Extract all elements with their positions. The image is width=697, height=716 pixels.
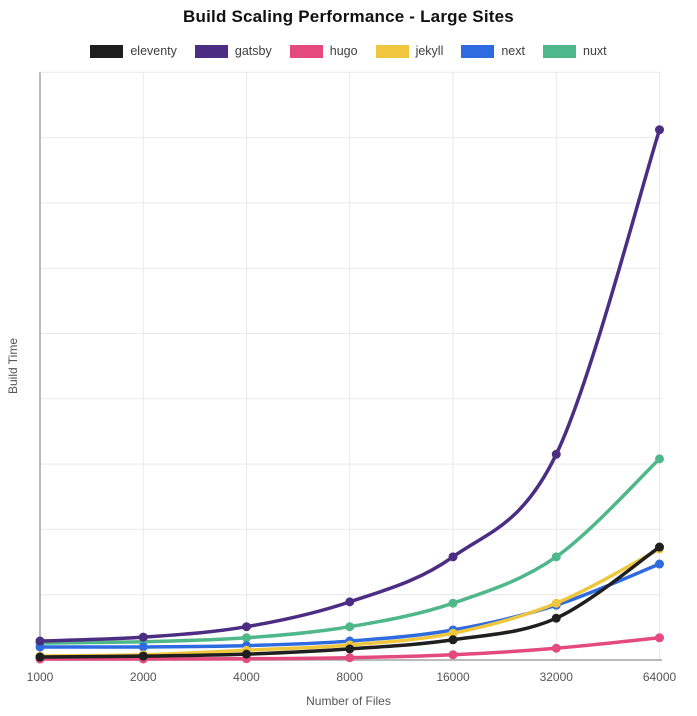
series-point-eleventy xyxy=(242,649,251,659)
series-point-eleventy xyxy=(655,542,664,552)
series-point-gatsby xyxy=(551,449,561,459)
legend-swatch-next xyxy=(461,44,495,58)
legend-label: jekyll xyxy=(415,44,444,58)
x-axis-label: Number of Files xyxy=(306,694,391,708)
legend-label: eleventy xyxy=(130,44,177,58)
series-point-hugo xyxy=(345,653,355,663)
series-point-hugo xyxy=(551,643,561,653)
series-point-next xyxy=(655,559,664,569)
legend-item-hugo[interactable]: hugo xyxy=(289,44,358,58)
series-point-nuxt xyxy=(655,454,664,464)
legend-swatch-gatsby xyxy=(194,44,228,58)
series-point-hugo xyxy=(448,650,458,660)
legend-item-eleventy[interactable]: eleventy xyxy=(90,44,177,58)
x-tick-label: 16000 xyxy=(436,670,470,684)
x-tick-label: 4000 xyxy=(233,670,260,684)
x-tick-label: 32000 xyxy=(540,670,574,684)
legend-swatch-hugo xyxy=(289,44,323,58)
legend-swatch-jekyll xyxy=(375,44,409,58)
legend-item-jekyll[interactable]: jekyll xyxy=(375,44,444,58)
chart-legend: eleventy gatsby hugo jekyll next nuxt xyxy=(0,44,697,58)
legend-swatch-nuxt xyxy=(543,44,576,58)
legend-label: next xyxy=(501,44,525,58)
legend-label: gatsby xyxy=(234,44,272,58)
series-point-eleventy xyxy=(345,644,355,654)
legend-label: hugo xyxy=(329,44,358,58)
legend-item-next[interactable]: next xyxy=(461,44,525,58)
y-axis-label: Build Time xyxy=(6,337,20,395)
series-point-jekyll xyxy=(551,598,561,608)
series-line-gatsby xyxy=(38,128,662,643)
series-point-jekyll xyxy=(448,628,458,638)
series-point-gatsby xyxy=(448,552,458,562)
legend-item-nuxt[interactable]: nuxt xyxy=(543,44,607,58)
series-point-gatsby xyxy=(655,125,664,135)
series-point-nuxt xyxy=(551,552,561,562)
series-point-hugo xyxy=(655,633,664,643)
series-point-nuxt xyxy=(242,633,251,643)
series-point-gatsby xyxy=(138,632,148,642)
x-tick-label: 8000 xyxy=(336,670,363,684)
x-tick-label: 2000 xyxy=(130,670,157,684)
series-point-eleventy xyxy=(551,613,561,623)
series-point-nuxt xyxy=(448,598,458,608)
series-point-gatsby xyxy=(345,597,355,607)
x-tick-label: 64000 xyxy=(643,670,677,684)
series-point-eleventy xyxy=(138,651,148,661)
series-point-nuxt xyxy=(345,622,355,632)
series-point-eleventy xyxy=(35,652,45,662)
series-point-eleventy xyxy=(448,635,458,645)
legend-label: nuxt xyxy=(583,44,607,58)
legend-item-gatsby[interactable]: gatsby xyxy=(194,44,272,58)
series-point-gatsby xyxy=(242,622,251,632)
series-point-gatsby xyxy=(35,636,45,646)
legend-swatch-eleventy xyxy=(90,44,124,58)
x-tick-label: 1000 xyxy=(27,670,54,684)
series-point-next xyxy=(138,642,148,652)
chart-title: Build Scaling Performance - Large Sites xyxy=(183,7,514,26)
